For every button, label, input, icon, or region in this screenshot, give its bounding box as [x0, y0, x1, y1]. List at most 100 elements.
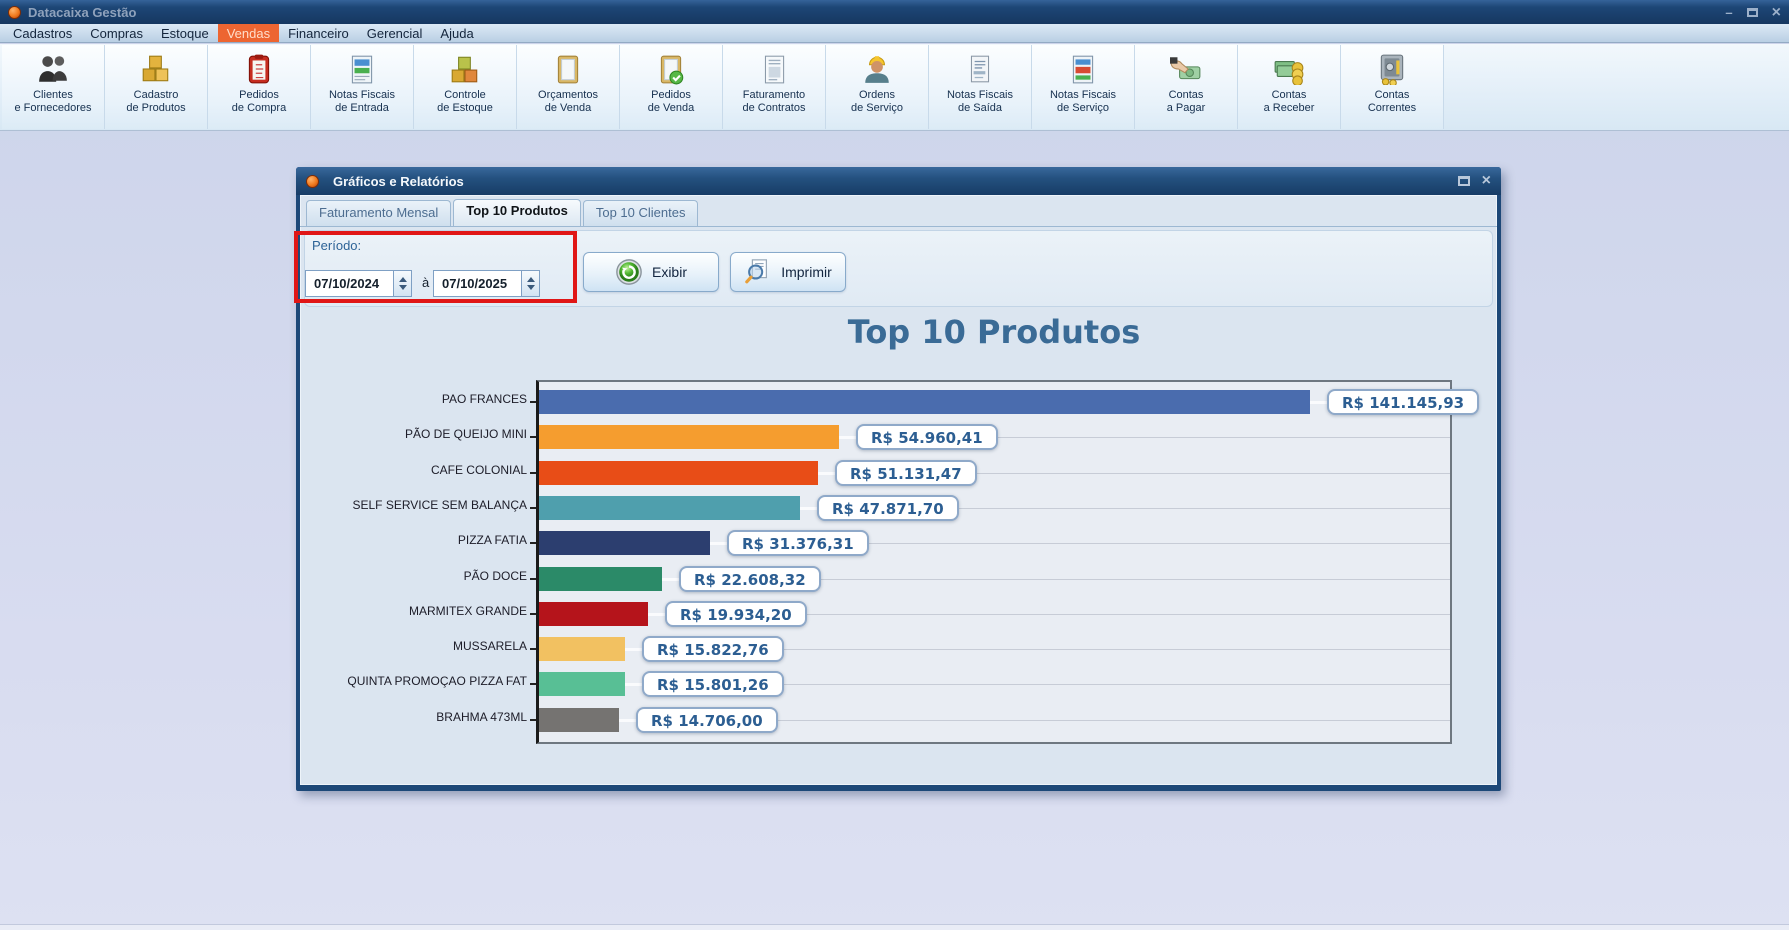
menu-ajuda[interactable]: Ajuda [431, 24, 482, 42]
close-button[interactable]: × [1772, 6, 1781, 19]
bar-pao-frances [539, 390, 1310, 414]
desktop-background: Datacaixa Gestão – × CadastrosComprasEst… [0, 0, 1789, 930]
category-label: PAO FRANCES [442, 392, 527, 406]
toolbar-button-pedidos-de-venda[interactable]: Pedidos de Venda [620, 45, 723, 129]
chart-title: Top 10 Produtos [536, 313, 1452, 351]
bar-self-service-sem-balanca [539, 496, 800, 520]
toolbar-button-cadastro-de-produtos[interactable]: Cadastro de Produtos [105, 45, 208, 129]
date-to-stepper[interactable] [522, 270, 540, 297]
spin-down-icon [399, 285, 407, 290]
menu-estoque[interactable]: Estoque [152, 24, 218, 42]
value-label: R$ 141.145,93 [1327, 389, 1479, 415]
toolbar-button-label: Contas a Receber [1264, 89, 1315, 115]
label-connector [800, 507, 817, 510]
dialog-close-button[interactable]: × [1482, 174, 1491, 188]
tab-top-10-clientes[interactable]: Top 10 Clientes [583, 200, 699, 226]
date-from-stepper[interactable] [394, 270, 412, 297]
date-range-separator: à [422, 275, 429, 290]
toolbar-button-controle-de-estoque[interactable]: Controle de Estoque [414, 45, 517, 129]
toolbar-button-contas-correntes[interactable]: Contas Correntes [1341, 45, 1444, 129]
menu-cadastros[interactable]: Cadastros [4, 24, 81, 42]
toolbar-button-notas-fiscais-de-entrada[interactable]: Notas Fiscais de Entrada [311, 45, 414, 129]
value-label: R$ 47.871,70 [817, 495, 959, 521]
restore-button[interactable] [1747, 8, 1758, 17]
date-to-input[interactable]: 07/10/2025 [433, 270, 522, 297]
toolbar-button-notas-fiscais-de-saida[interactable]: Notas Fiscais de Saída [929, 45, 1032, 129]
toolbar-button-pedidos-de-compra[interactable]: Pedidos de Compra [208, 45, 311, 129]
category-label: PÃO DOCE [464, 569, 527, 583]
axis-tick [530, 436, 536, 438]
toolbar-button-ordens-de-servico[interactable]: Ordens de Serviço [826, 45, 929, 129]
invoices-in-icon [344, 53, 380, 85]
category-label: PÃO DE QUEIJO MINI [405, 427, 527, 441]
toolbar: Clientes e Fornecedores Cadastro de Produ… [0, 44, 1789, 131]
label-connector [648, 613, 665, 616]
value-label: R$ 14.706,00 [636, 707, 778, 733]
tab-faturamento-mensal[interactable]: Faturamento Mensal [306, 200, 451, 226]
exibir-button[interactable]: Exibir [583, 252, 719, 292]
toolbar-button-orcamentos-de-venda[interactable]: Orçamentos de Venda [517, 45, 620, 129]
spin-up-icon [399, 277, 407, 282]
axis-tick [530, 507, 536, 509]
refresh-orb-icon [615, 258, 643, 286]
value-label: R$ 54.960,41 [856, 424, 998, 450]
toolbar-button-notas-fiscais-de-servico[interactable]: Notas Fiscais de Serviço [1032, 45, 1135, 129]
chart-category-axis: PAO FRANCES PÃO DE QUEIJO MINI CAFE COLONI… [300, 380, 527, 744]
category-label: MUSSARELA [453, 639, 527, 653]
dialog-maximize-button[interactable] [1458, 176, 1470, 186]
imprimir-label: Imprimir [781, 264, 832, 280]
dialog-body: Faturamento MensalTop 10 ProdutosTop 10 … [300, 195, 1497, 785]
toolbar-button-label: Notas Fiscais de Entrada [329, 89, 395, 115]
bar-marmitex-grande [539, 602, 648, 626]
tab-top-10-produtos[interactable]: Top 10 Produtos [453, 199, 581, 226]
menu-financeiro[interactable]: Financeiro [279, 24, 358, 42]
imprimir-button[interactable]: Imprimir [730, 252, 846, 292]
axis-tick [530, 648, 536, 650]
toolbar-button-contas-a-pagar[interactable]: Contas a Pagar [1135, 45, 1238, 129]
exibir-label: Exibir [652, 264, 687, 280]
toolbar-button-label: Contas a Pagar [1167, 89, 1206, 115]
axis-tick [530, 719, 536, 721]
receivables-icon [1271, 53, 1307, 85]
axis-tick [530, 542, 536, 544]
bar-quinta-promocao-pizza-fat [539, 672, 625, 696]
date-from-input[interactable]: 07/10/2024 [305, 270, 394, 297]
menu-gerencial[interactable]: Gerencial [358, 24, 432, 42]
label-connector [625, 648, 642, 651]
toolbar-button-label: Clientes e Fornecedores [14, 89, 91, 115]
value-label: R$ 22.608,32 [679, 566, 821, 592]
value-label: R$ 15.801,26 [642, 671, 784, 697]
menu-vendas[interactable]: Vendas [218, 24, 279, 42]
stock-icon [447, 53, 483, 85]
payables-icon [1168, 53, 1204, 85]
mdi-bottom-strip [0, 924, 1789, 930]
clients-icon [35, 53, 71, 85]
toolbar-button-contas-a-receber[interactable]: Contas a Receber [1238, 45, 1341, 129]
tab-divider [300, 226, 1497, 227]
category-label: PIZZA FATIA [458, 533, 527, 547]
sales-quotes-icon [550, 53, 586, 85]
contracts-icon [756, 53, 792, 85]
category-label: CAFE COLONIAL [431, 463, 527, 477]
bar-pao-doce [539, 567, 662, 591]
minimize-button[interactable]: – [1725, 6, 1732, 19]
spin-down-icon [527, 285, 535, 290]
toolbar-button-clientes-e-fornecedores[interactable]: Clientes e Fornecedores [2, 45, 105, 129]
toolbar-button-label: Notas Fiscais de Saída [947, 89, 1013, 115]
products-icon [138, 53, 174, 85]
chart-plot-area: R$ 141.145,93R$ 54.960,41R$ 51.131,47R$ … [536, 380, 1452, 744]
category-label: QUINTA PROMOÇAO PIZZA FAT [347, 674, 527, 688]
label-connector [818, 472, 835, 475]
axis-tick [530, 472, 536, 474]
main-titlebar: Datacaixa Gestão – × [0, 0, 1789, 24]
sales-orders-icon [653, 53, 689, 85]
date-to-field: 07/10/2025 [433, 270, 540, 297]
date-from-field: 07/10/2024 [305, 270, 412, 297]
value-label: R$ 51.131,47 [835, 460, 977, 486]
value-label: R$ 19.934,20 [665, 601, 807, 627]
dialog-titlebar[interactable]: Gráficos e Relatórios × [296, 167, 1501, 195]
window-title: Datacaixa Gestão [28, 5, 1725, 20]
label-connector [662, 578, 679, 581]
toolbar-button-faturamento-de-contratos[interactable]: Faturamento de Contratos [723, 45, 826, 129]
menu-compras[interactable]: Compras [81, 24, 152, 42]
